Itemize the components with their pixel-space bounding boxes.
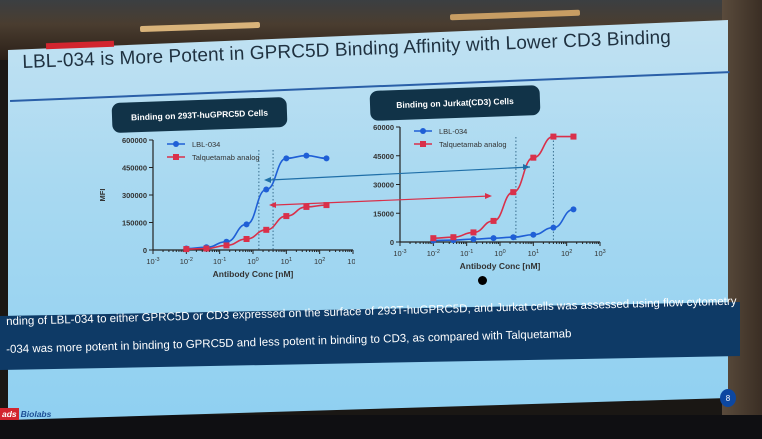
svg-text:100: 100 [247,257,258,266]
svg-text:MFI: MFI [98,189,107,202]
svg-text:0: 0 [390,238,394,247]
svg-text:101: 101 [281,257,292,266]
svg-text:100: 100 [494,249,505,258]
svg-text:101: 101 [528,249,539,258]
svg-text:Talquetamab analog: Talquetamab analog [192,153,260,162]
svg-text:10-2: 10-2 [180,257,193,266]
logo-text: Biolabs [20,409,52,419]
room-background-bottom [0,415,762,439]
laser-pointer-dot [478,276,487,285]
svg-text:30000: 30000 [373,181,394,190]
company-logo: ads Biolabs [0,408,51,420]
svg-text:10-2: 10-2 [427,249,440,258]
chart-293t-binding: 0 150000 300000 450000 600000 10-3 10-2 10-1 100… [98,136,355,279]
svg-text:Antibody Conc [nM]: Antibody Conc [nM] [213,269,294,279]
svg-text:600000: 600000 [122,136,147,145]
svg-text:15000: 15000 [373,209,394,218]
chart-jurkat-binding: 0 15000 30000 45000 60000 10-3 10-2 10-1 100 101 1… [373,123,606,271]
svg-text:102: 102 [561,249,572,258]
svg-text:103: 103 [347,257,355,266]
page-number-badge: 8 [720,389,736,407]
svg-text:LBL-034: LBL-034 [192,140,220,149]
svg-text:LBL-034: LBL-034 [439,127,467,136]
svg-text:Talquetamab analog: Talquetamab analog [439,140,507,149]
svg-text:0: 0 [143,246,147,255]
svg-text:10-1: 10-1 [213,257,226,266]
logo-mark: ads [0,408,19,420]
svg-text:450000: 450000 [122,164,147,173]
svg-text:10-1: 10-1 [460,249,473,258]
svg-text:Antibody Conc [nM]: Antibody Conc [nM] [460,261,541,271]
svg-text:300000: 300000 [122,191,147,200]
svg-text:150000: 150000 [122,219,147,228]
svg-text:102: 102 [314,257,325,266]
svg-text:60000: 60000 [373,123,394,132]
room-background-right [722,0,762,439]
svg-text:10-3: 10-3 [393,249,406,258]
svg-text:45000: 45000 [373,152,394,161]
svg-text:103: 103 [594,249,605,258]
svg-text:10-3: 10-3 [146,257,159,266]
